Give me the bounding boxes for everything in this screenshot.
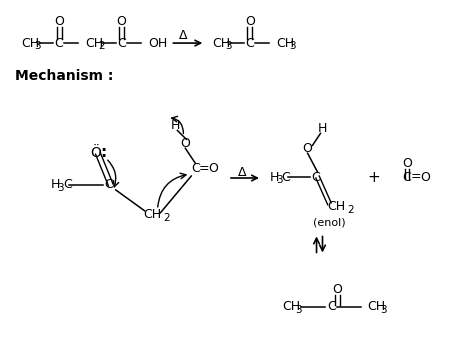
Text: 2: 2 — [164, 213, 170, 223]
Text: CH: CH — [283, 300, 301, 314]
Text: :: : — [100, 145, 107, 160]
Text: O: O — [54, 15, 64, 28]
Text: +: + — [368, 169, 381, 184]
Text: CH: CH — [328, 200, 346, 213]
Text: C: C — [402, 171, 411, 183]
Text: 2: 2 — [347, 205, 354, 215]
Text: O: O — [208, 162, 218, 174]
Text: H: H — [318, 122, 327, 135]
Text: 3: 3 — [225, 41, 232, 51]
Text: CH: CH — [144, 208, 162, 221]
Text: O: O — [420, 171, 430, 183]
Text: C: C — [311, 171, 320, 183]
Text: OH: OH — [148, 37, 168, 49]
Text: 3: 3 — [276, 175, 283, 185]
Text: =: = — [199, 162, 210, 174]
Text: Δ: Δ — [238, 166, 246, 179]
Text: CH: CH — [276, 37, 294, 49]
Text: 3: 3 — [296, 305, 302, 315]
Text: Δ: Δ — [179, 28, 188, 42]
Text: H: H — [171, 119, 180, 132]
Text: H: H — [270, 171, 279, 183]
Text: CH: CH — [21, 37, 39, 49]
Text: Mechanism :: Mechanism : — [15, 69, 114, 83]
Text: C: C — [327, 300, 336, 314]
Text: C: C — [282, 171, 291, 183]
Text: Ö: Ö — [91, 146, 101, 160]
Text: (enol): (enol) — [313, 218, 346, 227]
Text: C: C — [63, 178, 72, 192]
Text: C: C — [191, 162, 200, 174]
Text: O: O — [302, 142, 312, 155]
Text: O: O — [402, 157, 412, 169]
Text: O: O — [117, 15, 127, 28]
Text: 3: 3 — [57, 183, 64, 193]
Text: O: O — [181, 137, 190, 150]
Text: O: O — [332, 283, 342, 295]
Text: O: O — [245, 15, 255, 28]
Text: C: C — [246, 37, 254, 49]
Text: C: C — [104, 178, 113, 192]
Text: C: C — [117, 37, 126, 49]
Text: =: = — [410, 171, 421, 183]
Text: C: C — [55, 37, 64, 49]
Text: 2: 2 — [98, 41, 104, 51]
Text: H: H — [51, 178, 61, 192]
Text: 3: 3 — [289, 41, 295, 51]
Text: CH: CH — [85, 37, 103, 49]
Text: CH: CH — [212, 37, 230, 49]
Text: 3: 3 — [380, 305, 387, 315]
Text: 3: 3 — [34, 41, 41, 51]
Text: CH: CH — [367, 300, 385, 314]
